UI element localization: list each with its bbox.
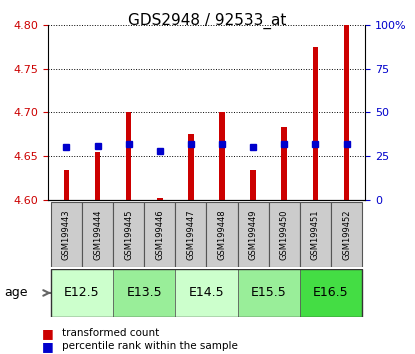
Bar [144, 202, 176, 267]
Bar [312, 47, 318, 200]
Text: GSM199444: GSM199444 [93, 209, 102, 260]
Bar [219, 112, 225, 200]
Bar [237, 202, 269, 267]
Text: E13.5: E13.5 [127, 286, 162, 299]
Text: transformed count: transformed count [62, 329, 159, 338]
Bar [113, 269, 176, 317]
Bar [300, 269, 362, 317]
Text: GSM199452: GSM199452 [342, 209, 351, 260]
Bar [344, 25, 349, 200]
Bar [207, 202, 237, 267]
Text: E14.5: E14.5 [189, 286, 224, 299]
Text: GSM199450: GSM199450 [280, 209, 289, 260]
Bar [281, 127, 287, 200]
Text: GSM199445: GSM199445 [124, 209, 133, 260]
Bar [82, 202, 113, 267]
Text: ■: ■ [42, 327, 53, 340]
Text: E16.5: E16.5 [313, 286, 349, 299]
Bar [237, 269, 300, 317]
Text: GSM199443: GSM199443 [62, 209, 71, 260]
Bar [188, 134, 194, 200]
Bar [176, 202, 207, 267]
Text: GSM199446: GSM199446 [155, 209, 164, 260]
Bar [157, 198, 163, 200]
Text: GSM199449: GSM199449 [249, 209, 258, 260]
Text: age: age [4, 286, 28, 299]
Bar [51, 202, 82, 267]
Bar [126, 112, 132, 200]
Text: GSM199447: GSM199447 [186, 209, 195, 260]
Bar [331, 202, 362, 267]
Bar [51, 269, 113, 317]
Bar [269, 202, 300, 267]
Text: E12.5: E12.5 [64, 286, 100, 299]
Text: percentile rank within the sample: percentile rank within the sample [62, 341, 238, 351]
Text: E15.5: E15.5 [251, 286, 287, 299]
Bar [250, 170, 256, 200]
Bar [176, 269, 237, 317]
Bar [300, 202, 331, 267]
Text: GDS2948 / 92533_at: GDS2948 / 92533_at [128, 12, 287, 29]
Text: ■: ■ [42, 340, 53, 353]
Bar [63, 170, 69, 200]
Bar [95, 152, 100, 200]
Text: GSM199448: GSM199448 [217, 209, 227, 260]
Text: GSM199451: GSM199451 [311, 209, 320, 260]
Bar [113, 202, 144, 267]
